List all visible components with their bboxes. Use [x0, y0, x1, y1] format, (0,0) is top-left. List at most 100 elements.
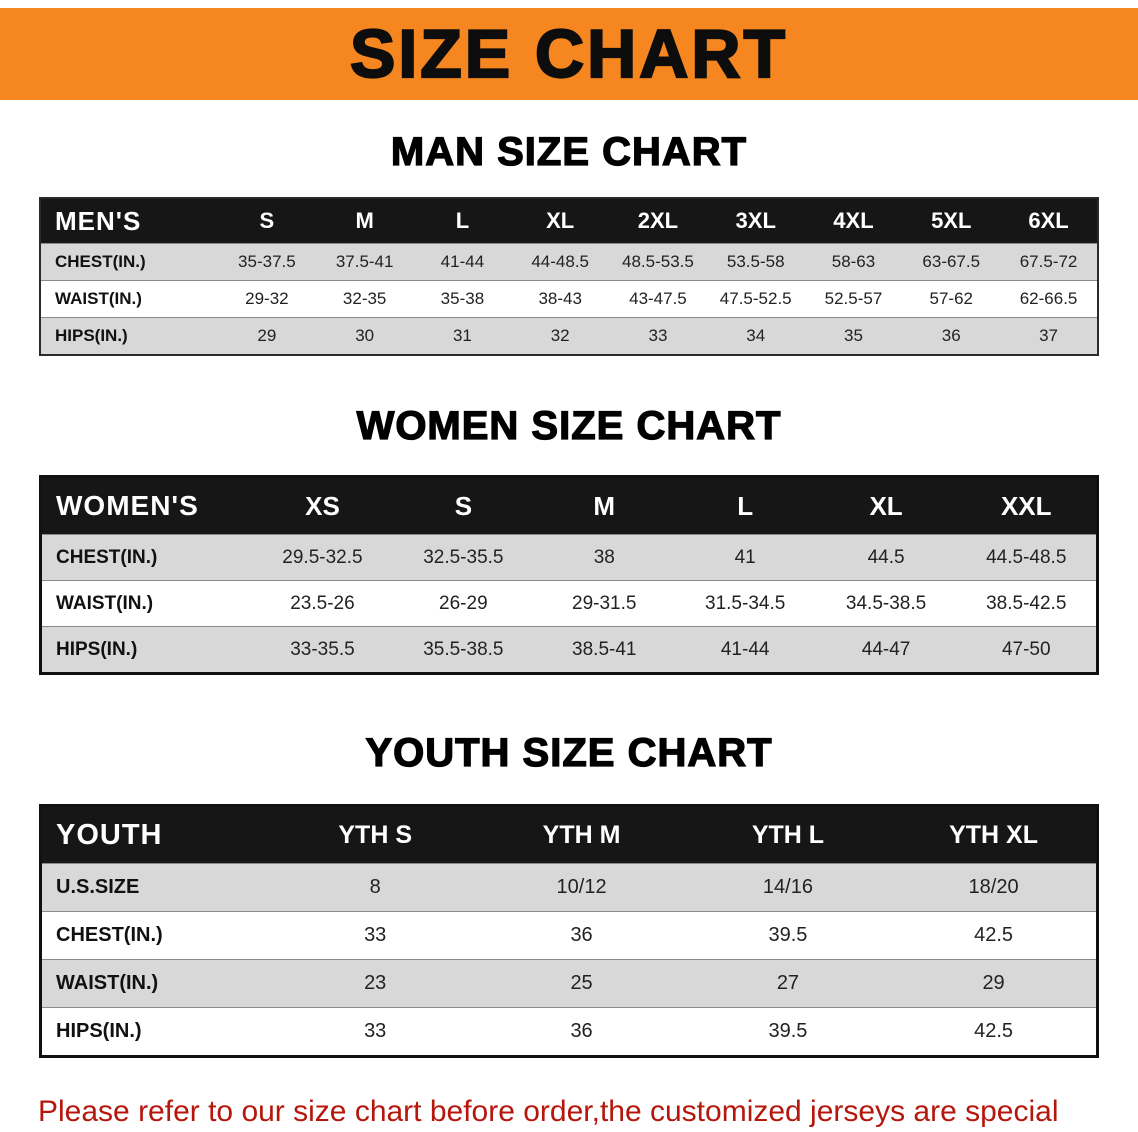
size-value-cell: 29-31.5 [572, 592, 637, 614]
table-row: WAIST(IN.) 23.5-26 26-29 29-31.5 31.5-34.5 34… [40, 580, 1098, 627]
table-row: WAIST(IN.) 23 25 27 29 [40, 959, 1098, 1008]
size-value-cell: 38 [593, 546, 615, 568]
size-value-cell: 23 [364, 972, 387, 994]
youth-size-table: YOUTH YTH S YTH M YTH L YTH XL U.S.SIZE 8 10/12… [39, 804, 1099, 1058]
size-value-cell: 35 [844, 326, 863, 345]
size-column-header: 4XL [804, 198, 903, 244]
women-chart-title: WOMEN SIZE CHART [356, 403, 782, 448]
row-label-cell: WAIST(IN.) [56, 972, 159, 994]
row-label-cell: CHEST(IN.) [55, 252, 146, 271]
banner: SIZE CHART [0, 8, 1138, 100]
size-value-cell: 33 [648, 326, 668, 345]
youth-section: YOUTH SIZE CHART YOUTH YTH S YTH M YTH L YTH… [0, 730, 1138, 1058]
size-value-cell: 48.5-53.5 [622, 252, 694, 271]
size-column-header: 6XL [1000, 198, 1098, 244]
size-column-header: M [315, 198, 414, 244]
size-value-cell: 58-63 [831, 252, 876, 271]
table-label-cell: YOUTH [40, 805, 272, 864]
size-value-cell: 32.5-35.5 [423, 546, 504, 568]
size-value-cell: 26-29 [439, 592, 488, 614]
size-value-cell: 23.5-26 [290, 592, 355, 614]
table-row: CHEST(IN.) 33 36 39.5 42.5 [40, 911, 1098, 960]
size-value-cell: 62-66.5 [1019, 289, 1078, 308]
size-value-cell: 67.5-72 [1019, 252, 1078, 271]
size-column-header: 3XL [706, 198, 805, 244]
size-value-cell: 38.5-41 [572, 638, 637, 660]
row-label-cell: CHEST(IN.) [56, 546, 158, 568]
row-label-cell: CHEST(IN.) [56, 924, 163, 946]
size-column-header: 2XL [609, 198, 707, 244]
disclaimer-line-1: Please refer to our size chart before or… [38, 1095, 1059, 1128]
size-value-cell: 43-47.5 [629, 289, 687, 308]
disclaimer: Please refer to our size chart before or… [38, 1092, 1112, 1132]
size-value-cell: 42.5 [974, 924, 1014, 946]
row-label-cell: HIPS(IN.) [56, 638, 138, 660]
size-value-cell: 41-44 [720, 638, 770, 660]
size-column-header: YTH S [272, 805, 479, 864]
size-value-cell: 29.5-32.5 [282, 546, 363, 568]
size-chart-page: SIZE CHART MAN SIZE CHART MEN'S S M L XL 2XL 3… [0, 8, 1138, 1132]
row-label-cell: WAIST(IN.) [55, 289, 142, 308]
size-value-cell: 33 [364, 1020, 387, 1042]
women-size-table: WOMEN'S XS S M L XL XXL CHEST(IN.) 29.5-32.5 32.5… [39, 475, 1099, 675]
size-value-cell: 63-67.5 [922, 252, 981, 271]
size-value-cell: 38-43 [538, 289, 582, 308]
size-value-cell: 41 [734, 546, 756, 568]
size-value-cell: 10/12 [556, 876, 607, 898]
size-value-cell: 44.5 [867, 546, 905, 568]
size-column-header: YTH XL [891, 805, 1098, 864]
size-value-cell: 44-47 [861, 638, 911, 660]
size-value-cell: 35-37.5 [238, 252, 296, 271]
size-value-cell: 32-35 [342, 289, 387, 308]
size-value-cell: 42.5 [974, 1020, 1014, 1042]
size-value-cell: 41-44 [440, 252, 485, 271]
size-value-cell: 38.5-42.5 [986, 592, 1067, 614]
table-label-cell: WOMEN'S [40, 476, 252, 535]
size-value-cell: 53.5-58 [726, 252, 785, 271]
size-value-cell: 32 [550, 326, 570, 345]
size-value-cell: 44-48.5 [531, 252, 590, 271]
size-column-header: L [674, 476, 816, 535]
women-section: WOMEN SIZE CHART WOMEN'S XS S M L XL XXL CHEST(… [0, 403, 1138, 675]
size-column-header: XS [252, 476, 393, 535]
size-column-header: XL [815, 476, 957, 535]
size-value-cell: 8 [369, 876, 381, 898]
table-row: HIPS(IN.) 33-35.5 35.5-38.5 38.5-41 41-44 44-… [40, 626, 1098, 674]
size-value-cell: 29-32 [245, 289, 289, 308]
size-value-cell: 57-62 [929, 289, 973, 308]
size-value-cell: 14/16 [762, 876, 813, 898]
size-value-cell: 29 [257, 326, 277, 345]
size-value-cell: 34 [746, 326, 766, 345]
size-column-header: L [413, 198, 512, 244]
size-value-cell: 34.5-38.5 [845, 592, 927, 614]
size-value-cell: 39.5 [768, 924, 808, 946]
men-chart-title: MAN SIZE CHART [390, 129, 748, 174]
size-value-cell: 47.5-52.5 [719, 289, 792, 308]
size-value-cell: 29 [982, 972, 1005, 994]
size-value-cell: 35.5-38.5 [423, 638, 504, 660]
table-header-row: WOMEN'S XS S M L XL XXL [40, 476, 1098, 535]
men-section: MAN SIZE CHART MEN'S S M L XL 2XL 3XL 4XL 5XL 6XL… [0, 129, 1138, 356]
size-value-cell: 52.5-57 [824, 289, 883, 308]
size-column-header: M [533, 476, 675, 535]
size-column-header: YTH M [478, 805, 685, 864]
youth-chart-title: YOUTH SIZE CHART [365, 730, 773, 775]
size-value-cell: 47-50 [1001, 638, 1051, 660]
size-value-cell: 37.5-41 [335, 252, 394, 271]
size-value-cell: 31.5-34.5 [705, 592, 786, 614]
size-value-cell: 39.5 [768, 1020, 808, 1042]
table-row: WAIST(IN.) 29-32 32-35 35-38 38-43 43-47.5 47.… [40, 280, 1098, 318]
size-value-cell: 44.5-48.5 [986, 546, 1067, 568]
page-title: SIZE CHART [349, 15, 788, 93]
size-value-cell: 30 [355, 326, 375, 345]
row-label-cell: HIPS(IN.) [55, 326, 128, 345]
row-label-cell: HIPS(IN.) [56, 1020, 142, 1042]
table-header-row: MEN'S S M L XL 2XL 3XL 4XL 5XL 6XL [40, 198, 1098, 244]
size-value-cell: 33 [364, 924, 387, 946]
size-value-cell: 18/20 [968, 876, 1019, 898]
size-column-header: YTH L [684, 805, 892, 864]
row-label-cell: WAIST(IN.) [56, 592, 154, 614]
size-value-cell: 36 [570, 1020, 593, 1042]
table-row: HIPS(IN.) 29 30 31 32 33 34 35 36 37 [40, 317, 1098, 355]
table-row: HIPS(IN.) 33 36 39.5 42.5 [40, 1007, 1098, 1057]
